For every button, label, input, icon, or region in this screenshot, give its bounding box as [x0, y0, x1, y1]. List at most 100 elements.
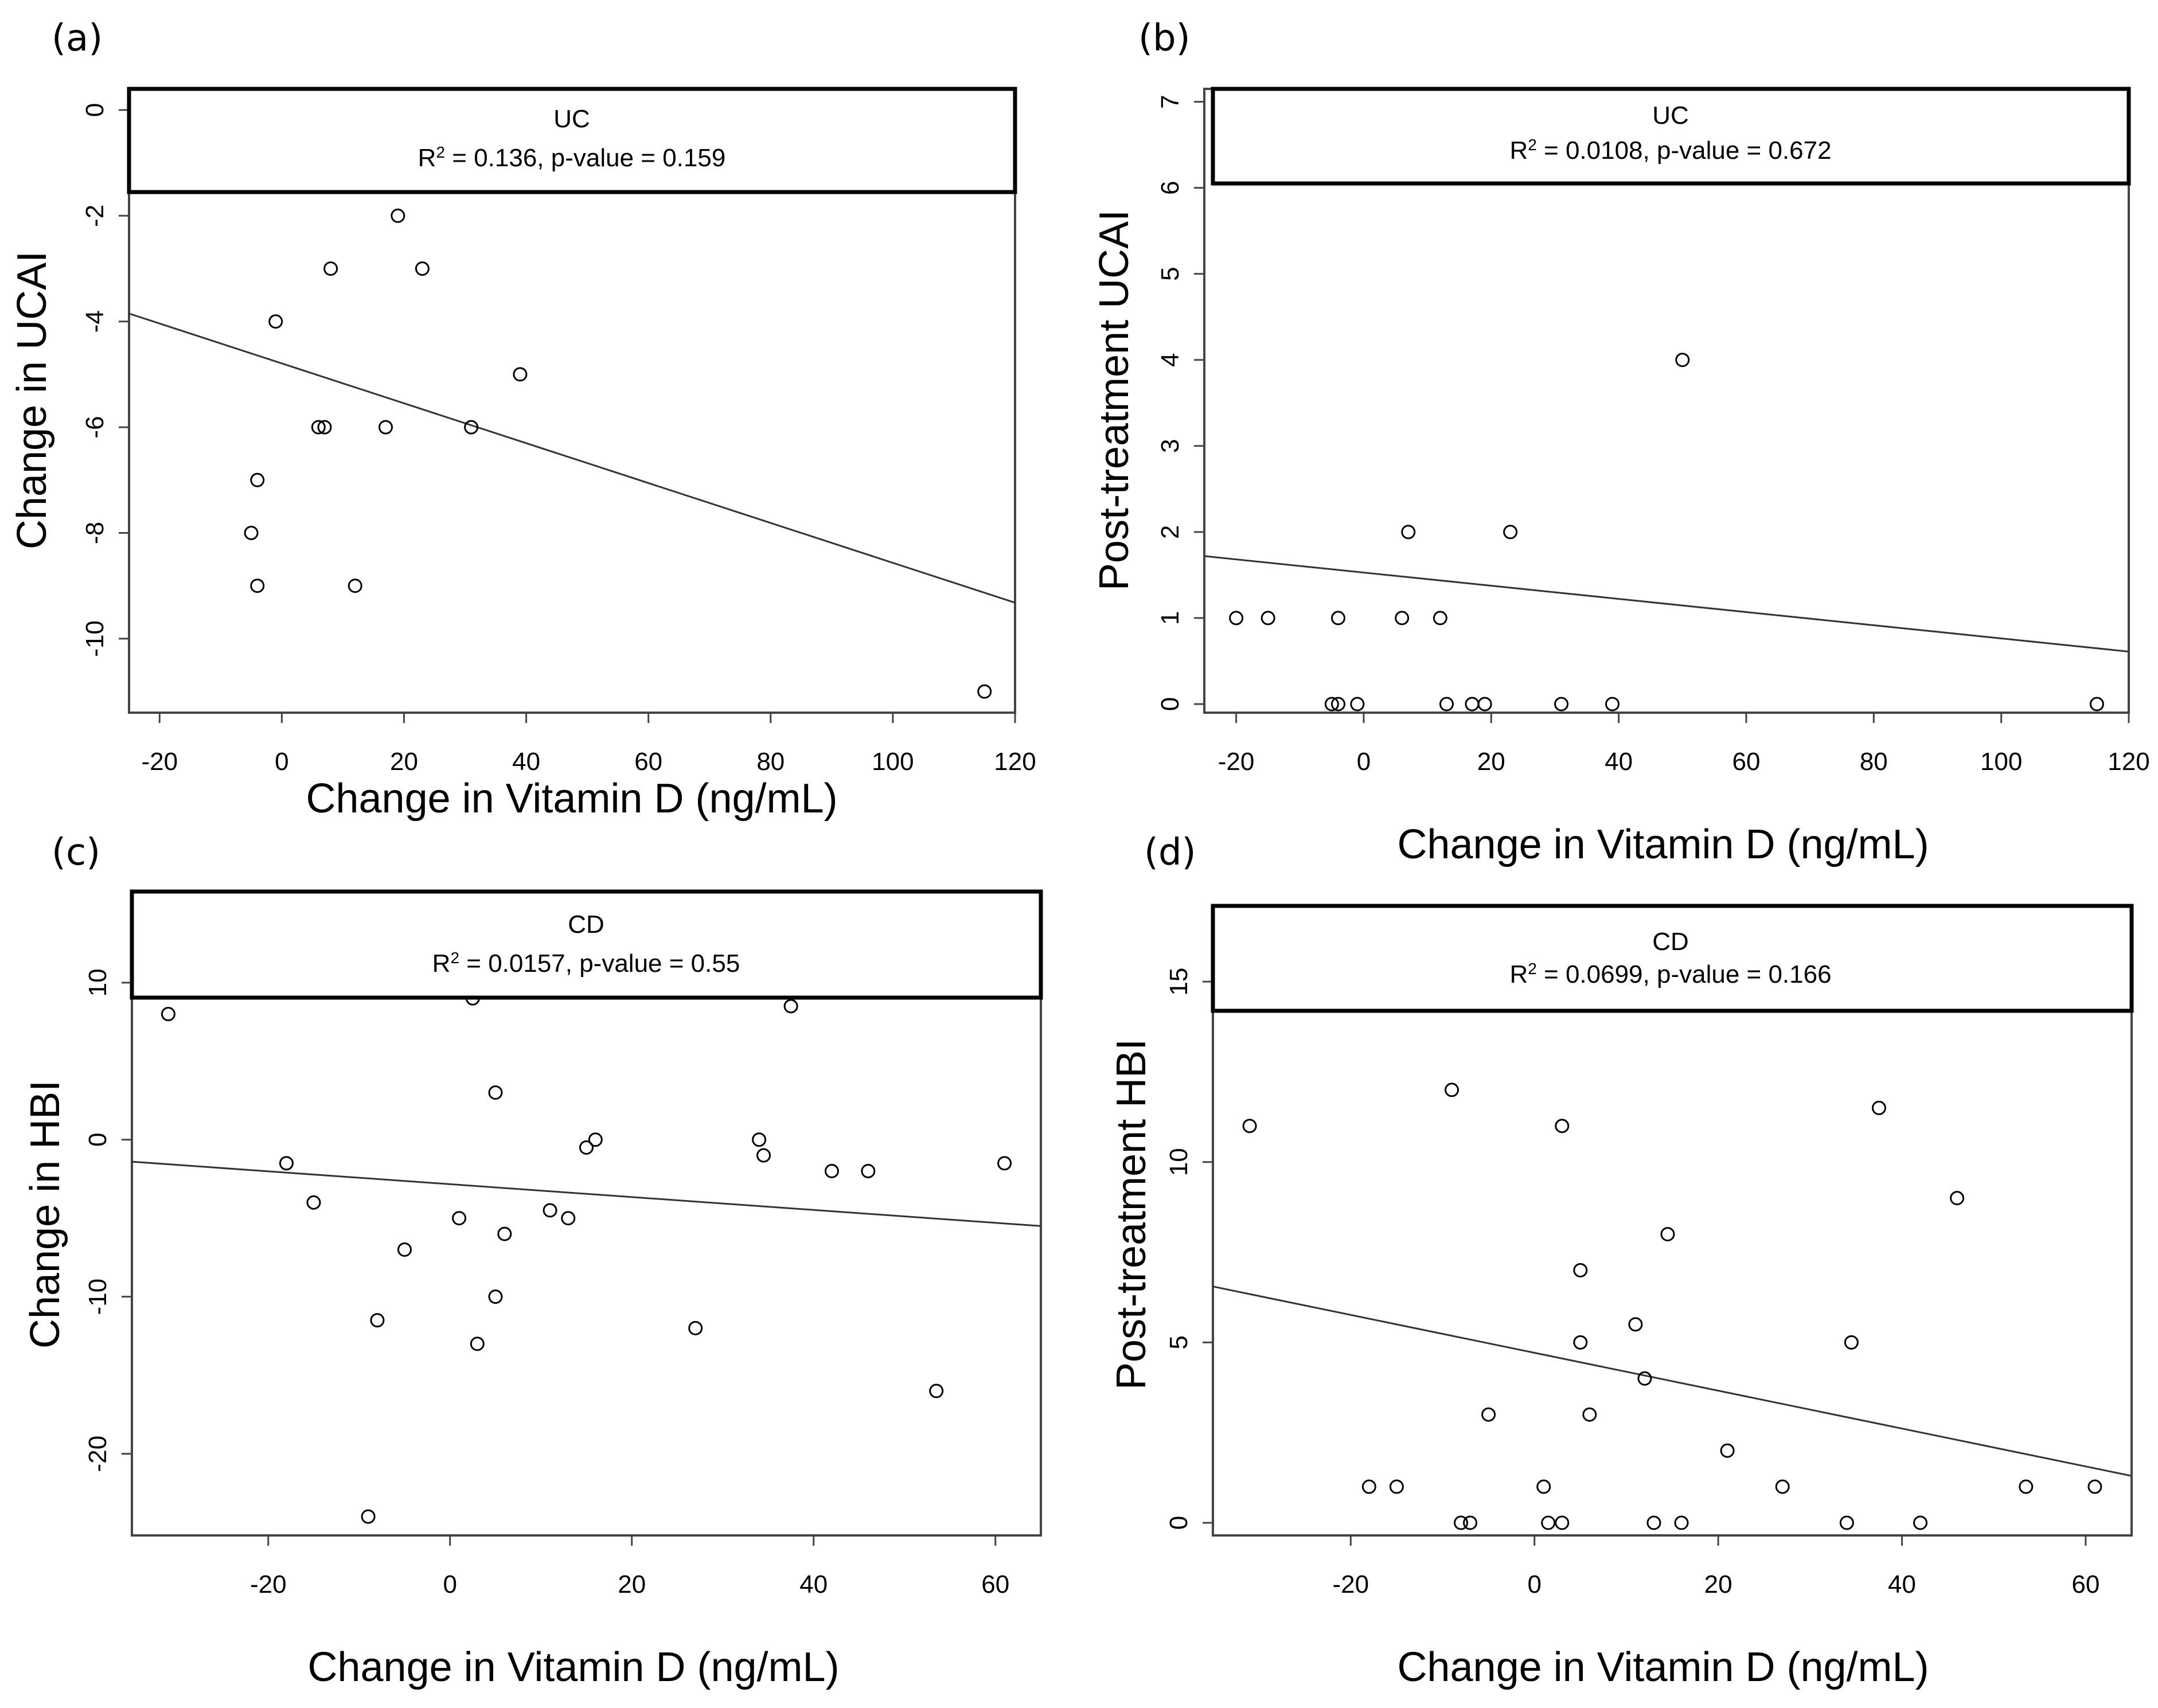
data-point [1261, 611, 1275, 626]
data-point [1554, 697, 1569, 712]
data-point [929, 1383, 944, 1398]
x-axis: -20 0 20 40 60 [250, 1535, 1009, 1598]
data-point [1573, 1335, 1588, 1350]
data-point [1242, 1119, 1257, 1134]
data-point [1330, 697, 1345, 712]
data-point [1445, 1082, 1460, 1097]
data-point [250, 472, 265, 487]
strip-title: UC [1652, 101, 1689, 130]
data-point [1439, 697, 1454, 712]
regression-stats: R2 = 0.136, p-value = 0.159 [418, 143, 726, 173]
data-point [688, 1320, 703, 1335]
data-point [588, 1132, 603, 1147]
data-point [279, 1156, 294, 1171]
x-tick-label: 100 [872, 748, 914, 776]
data-point [1646, 1515, 1661, 1530]
x-tick-label: 20 [390, 748, 418, 776]
y-tick-label: 1 [1156, 611, 1184, 625]
x-tick-label: -20 [141, 748, 178, 776]
data-point [1628, 1317, 1643, 1332]
data-point [1871, 1100, 1886, 1115]
y-tick-label: -2 [81, 205, 109, 227]
data-point [1582, 1407, 1597, 1422]
data-point [497, 1226, 512, 1241]
strip-title: CD [568, 910, 604, 939]
x-tick-label: -20 [1333, 1570, 1369, 1598]
x-tick-label: 20 [1477, 748, 1505, 776]
regression-line [1204, 555, 2129, 652]
data-point [250, 579, 265, 593]
data-point [1395, 611, 1410, 626]
x-tick-label: 40 [512, 748, 540, 776]
x-axis: -20 0 20 40 60 [1333, 1535, 2100, 1598]
strip-header-box [127, 87, 1017, 194]
panel-label: (a) [52, 17, 103, 60]
p-value: 0.166 [1768, 960, 1831, 988]
p-value: 0.672 [1768, 136, 1831, 165]
data-point [161, 1007, 175, 1022]
data-point [2089, 697, 2104, 712]
x-tick-label: 40 [1605, 748, 1633, 776]
r-squared-value: 0.0699 [1566, 960, 1643, 988]
data-point [1330, 611, 1345, 626]
data-points [1242, 1082, 2102, 1530]
x-tick-label: 80 [756, 748, 785, 776]
x-tick-label: 60 [634, 748, 662, 776]
data-point [1573, 1263, 1588, 1278]
y-tick-label: 6 [1156, 181, 1184, 194]
x-axis-label: Change in Vitamin D (ng/mL) [306, 776, 837, 822]
x-axis: -20 0 20 40 60 80 100 120 [1218, 713, 2150, 776]
data-point [752, 1132, 767, 1147]
data-point [1389, 1479, 1404, 1494]
data-point [1324, 697, 1339, 712]
data-point [1541, 1515, 1556, 1530]
data-point [513, 367, 528, 382]
data-point [1720, 1443, 1735, 1458]
data-point [1477, 697, 1492, 712]
regression-stats: R2 = 0.0157, p-value = 0.55 [432, 949, 740, 978]
y-tick-label: 15 [1165, 968, 1193, 996]
data-point [397, 1242, 412, 1257]
data-point [1454, 1515, 1469, 1530]
y-tick-label: 5 [1156, 267, 1184, 280]
data-point [1401, 525, 1416, 540]
data-points [161, 991, 1012, 1524]
y-tick-label: 0 [84, 1133, 112, 1147]
y-axis-label: Change in HBI [22, 1080, 68, 1349]
data-point [997, 1156, 1012, 1171]
y-tick-label: 3 [1156, 439, 1184, 453]
panel-a-change-in-ucai: (a) -20 0 20 40 60 80 100 120 0 -2 -4 -6 -8 -10 Chan… [9, 17, 1036, 822]
y-tick-label: -20 [84, 1436, 112, 1472]
panel-label: (b) [1138, 17, 1191, 60]
data-point [488, 1085, 503, 1100]
panel-c-change-in-hbi: (c) -20 0 20 40 60 10 0 -10 -20 Change in Vitam… [22, 831, 1043, 1690]
data-point [464, 420, 479, 435]
panel-label: (c) [52, 831, 100, 874]
y-axis: 10 0 -10 -20 [84, 968, 132, 1472]
x-tick-label: 80 [1860, 748, 1888, 776]
x-tick-label: 0 [1527, 1570, 1541, 1598]
data-point [391, 208, 405, 223]
data-point [1913, 1515, 1928, 1530]
data-point [1555, 1119, 1570, 1134]
data-point [1775, 1479, 1790, 1494]
x-tick-label: 0 [443, 1570, 457, 1598]
x-tick-label: 0 [1357, 748, 1371, 776]
data-point [1536, 1479, 1551, 1494]
r-squared-value: 0.0157 [488, 949, 565, 978]
x-tick-label: 20 [1704, 1570, 1732, 1598]
y-tick-label: 0 [1156, 697, 1184, 711]
regression-line [128, 312, 1016, 604]
data-point [1605, 697, 1620, 712]
data-point [1350, 697, 1365, 712]
data-point [1229, 611, 1244, 626]
x-tick-label: 40 [1888, 1570, 1916, 1598]
x-axis-label: Change in Vitamin D (ng/mL) [1397, 1644, 1929, 1690]
data-point [1660, 1227, 1675, 1242]
y-axis-label: Post-treatment HBI [1109, 1039, 1154, 1390]
data-point [579, 1140, 594, 1155]
data-point [1839, 1515, 1854, 1530]
p-value: 0.55 [691, 949, 740, 978]
data-point [861, 1164, 876, 1179]
data-point [2087, 1479, 2102, 1494]
